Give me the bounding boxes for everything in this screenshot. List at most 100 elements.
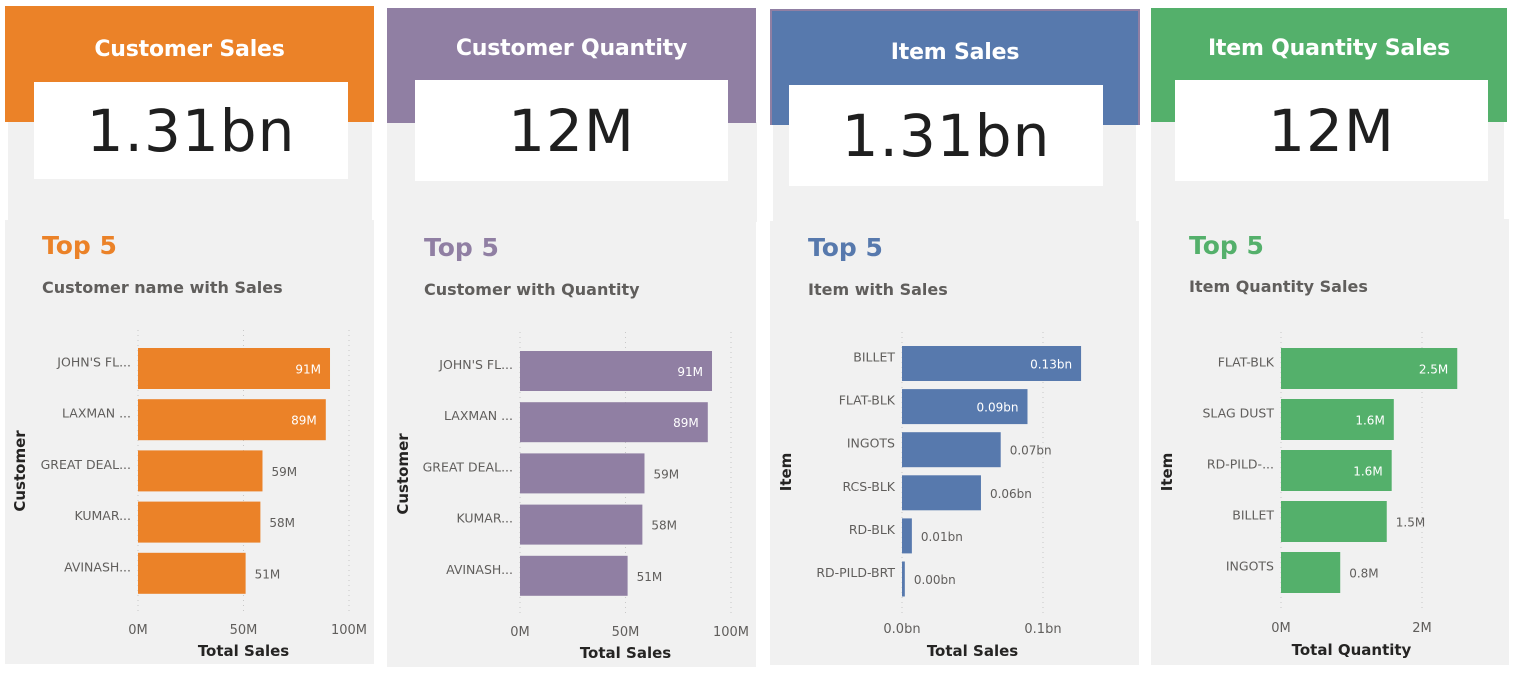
x-tick-label: 0M [1271,621,1291,636]
x-axis-title: Total Sales [198,642,289,660]
header-title: Customer Sales [94,37,285,62]
data-label: 58M [651,519,677,533]
header-title: Item Quantity Sales [1207,36,1451,61]
data-label: 1.5M [1396,516,1425,530]
bar[interactable] [1281,501,1387,542]
kpi-card[interactable]: 12M [1175,80,1488,181]
bar[interactable] [520,555,628,596]
bar[interactable] [520,351,713,391]
kpi-card[interactable]: 12M [415,80,728,181]
category-label: JOHN'S FL... [438,357,513,372]
bar[interactable] [902,389,1028,425]
bar[interactable] [520,402,708,443]
x-tick-label: 0M [510,625,530,640]
kpi-value: 1.31bn [841,101,1051,170]
y-axis-title: Customer [11,430,29,512]
kpi-card[interactable]: 1.31bn [34,82,348,179]
top-title: Top 5 [42,231,117,260]
bar[interactable] [902,475,981,511]
bar[interactable] [902,432,1001,468]
category-label: LAXMAN ... [62,406,131,421]
bar[interactable] [1281,348,1458,389]
category-label: BILLET [1232,508,1274,523]
x-tick-label: 100M [331,623,367,638]
category-label: JOHN'S FL... [56,355,131,370]
bar[interactable] [138,552,246,594]
kpi-value: 12M [1268,96,1395,165]
y-axis-title: Customer [394,433,412,515]
bar[interactable] [520,504,643,545]
x-tick-label: 2M [1412,621,1432,636]
category-label: AVINASH... [446,562,513,577]
bar[interactable] [1281,450,1392,491]
x-tick-label: 0.0bn [883,622,920,637]
category-label: FLAT-BLK [839,393,896,408]
category-label: INGOTS [1226,559,1274,574]
kpi-value: 1.31bn [86,96,296,165]
category-label: KUMAR... [456,511,513,526]
bar[interactable] [138,450,263,492]
y-axis-title: Item [1158,453,1176,492]
chart-subtitle: Item Quantity Sales [1189,277,1368,296]
data-label: 59M [653,467,679,481]
category-label: INGOTS [847,436,895,451]
category-label: GREAT DEAL... [423,459,513,474]
data-label: 58M [269,516,295,530]
category-label: BILLET [853,350,895,365]
bar[interactable] [902,346,1082,381]
chart-subtitle: Customer name with Sales [42,278,283,297]
category-label: AVINASH... [64,559,131,574]
data-label: 0.01bn [921,530,963,544]
category-label: SLAG DUST [1202,406,1274,421]
category-label: LAXMAN ... [444,408,513,423]
x-tick-label: 100M [713,625,749,640]
category-label: FLAT-BLK [1218,355,1275,370]
data-label: 2.5M [1419,363,1448,377]
bar[interactable] [902,561,905,597]
data-label: 59M [271,465,297,479]
chart-subtitle: Customer with Quantity [424,280,640,299]
data-label: 1.6M [1353,465,1382,479]
x-tick-label: 50M [230,623,258,638]
header-title: Item Sales [890,40,1020,65]
category-label: GREAT DEAL... [41,457,131,472]
bar[interactable] [1281,399,1394,440]
data-label: 51M [637,570,663,584]
kpi-card[interactable]: 1.31bn [789,85,1103,186]
top-title: Top 5 [424,233,499,262]
data-label: 0.8M [1349,567,1378,581]
top-title: Top 5 [808,233,883,262]
data-label: 89M [673,416,699,430]
category-label: RD-PILD-BRT [816,565,895,580]
data-label: 91M [295,363,321,377]
header-title: Customer Quantity [455,36,688,61]
data-label: 51M [255,567,281,581]
data-label: 0.13bn [1030,358,1072,372]
category-label: RD-PILD-... [1207,457,1274,472]
data-label: 0.09bn [977,401,1019,415]
bar[interactable] [138,348,331,389]
x-tick-label: 0.1bn [1024,622,1061,637]
data-label: 1.6M [1355,414,1384,428]
data-label: 0.07bn [1010,444,1052,458]
bar[interactable] [1281,552,1341,593]
x-axis-title: Total Sales [580,644,671,662]
chart-subtitle: Item with Sales [808,280,948,299]
bar[interactable] [520,453,645,494]
data-label: 89M [291,414,317,428]
x-tick-label: 0M [128,623,148,638]
bar[interactable] [138,399,326,441]
category-label: RD-BLK [849,522,896,537]
x-axis-title: Total Sales [927,642,1018,660]
bar[interactable] [138,501,261,543]
x-tick-label: 50M [612,625,640,640]
data-label: 0.06bn [990,487,1032,501]
kpi-value: 12M [508,96,635,165]
bar[interactable] [902,518,912,554]
x-axis-title: Total Quantity [1292,641,1412,659]
y-axis-title: Item [777,453,795,492]
category-label: KUMAR... [74,508,131,523]
top-title: Top 5 [1189,231,1264,260]
category-label: RCS-BLK [842,479,895,494]
